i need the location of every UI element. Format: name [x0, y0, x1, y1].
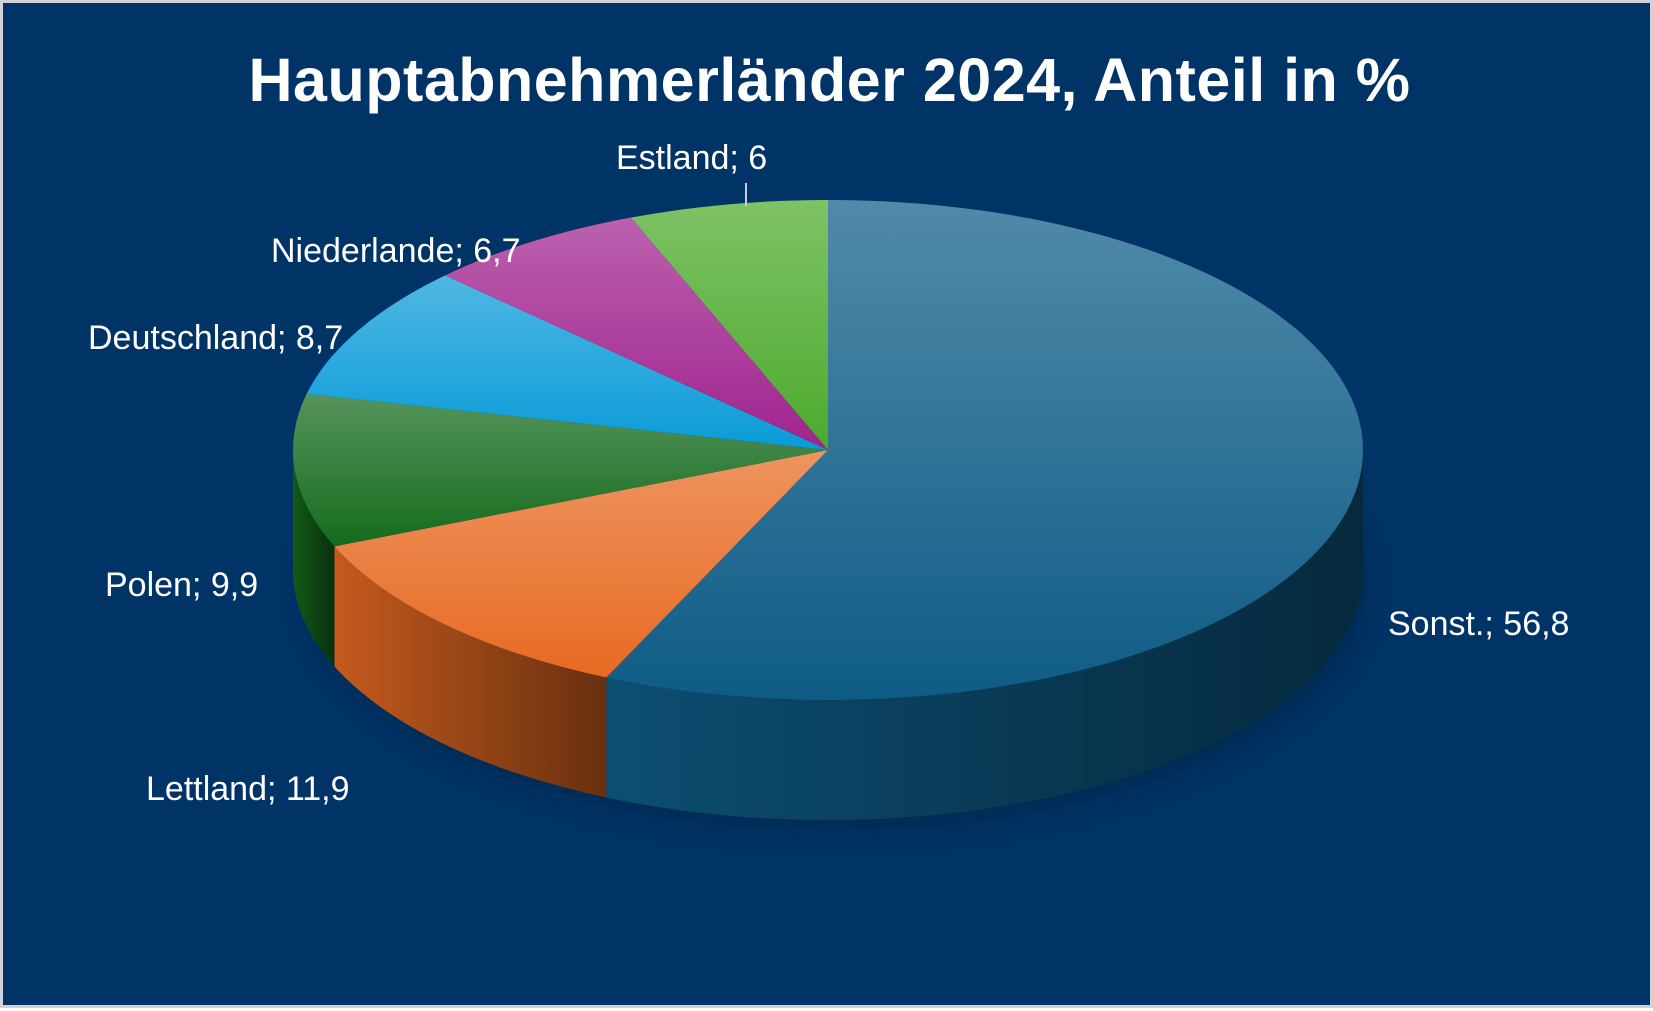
chart-title: Hauptabnehmerländer 2024, Anteil in %	[248, 46, 1411, 114]
slice-sonst[interactable]	[606, 200, 1363, 700]
slice-side-lettland	[334, 546, 607, 798]
slice-niederlande[interactable]	[444, 217, 828, 450]
label-sonst: Sonst.; 56,8	[1388, 605, 1569, 643]
slice-side-polen	[293, 450, 335, 667]
slice-lettland[interactable]	[334, 450, 828, 678]
label-estland: Estland; 6	[616, 139, 767, 177]
pie-chart: Sonst.; 56,8 Lettland; 11,9 Polen; 9,9 Deut…	[88, 139, 1569, 824]
slice-estland[interactable]	[631, 200, 828, 450]
slice-side-sonst	[606, 450, 1363, 820]
slice-polen[interactable]	[293, 393, 828, 547]
label-polen: Polen; 9,9	[105, 566, 258, 604]
label-niederlande: Niederlande; 6,7	[271, 232, 521, 270]
slice-deutschland[interactable]	[306, 275, 828, 450]
label-lettland: Lettland; 11,9	[146, 770, 350, 808]
label-deutschland: Deutschland; 8,7	[88, 319, 343, 357]
